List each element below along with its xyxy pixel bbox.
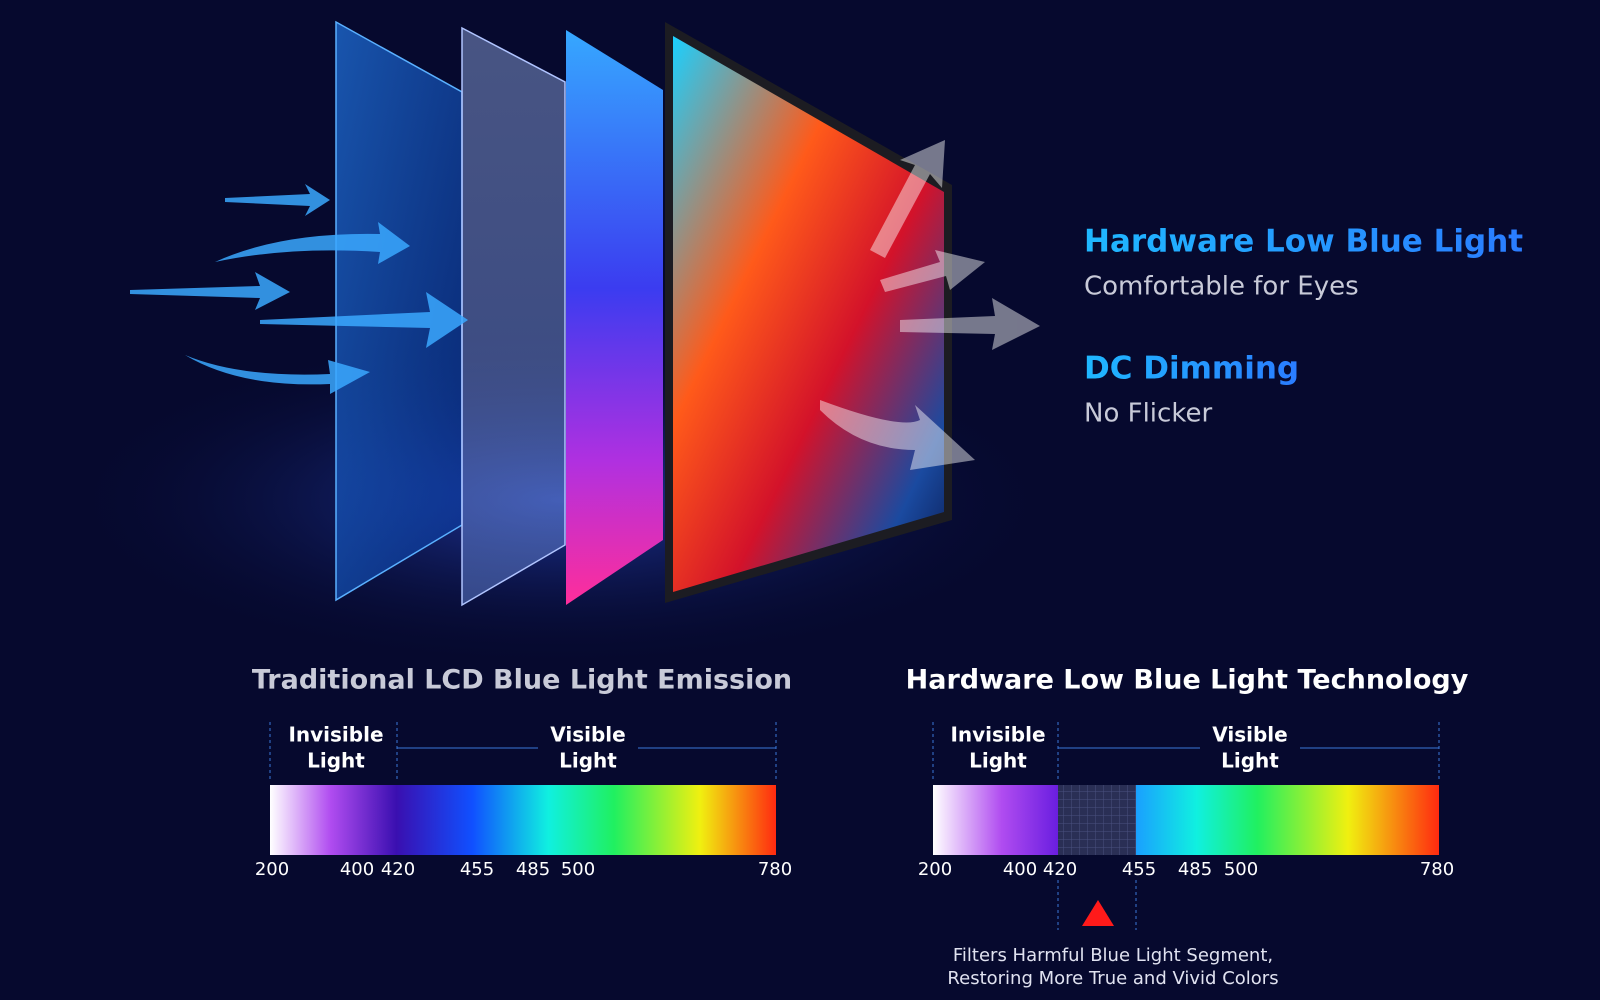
filter-marker bbox=[1082, 900, 1114, 926]
tick-label: 455 bbox=[1122, 859, 1156, 880]
tick-label: 400 bbox=[340, 859, 374, 880]
tick-label: 455 bbox=[460, 859, 494, 880]
tick-label: 485 bbox=[516, 859, 550, 880]
tick-label: 400 bbox=[1003, 859, 1037, 880]
feature-title: Hardware Low Blue Light bbox=[1084, 224, 1523, 260]
tick-label: 500 bbox=[1224, 859, 1258, 880]
feature-subtitle: Comfortable for Eyes bbox=[1084, 272, 1359, 302]
region-label: Visible bbox=[550, 723, 625, 747]
tick-label: 780 bbox=[758, 859, 792, 880]
region-label: Visible bbox=[1212, 723, 1287, 747]
filtered-segment bbox=[1058, 785, 1136, 855]
caption: Filters Harmful Blue Light Segment, bbox=[953, 945, 1273, 966]
illustration bbox=[60, 20, 1060, 670]
caption: Restoring More True and Vivid Colors bbox=[947, 968, 1278, 989]
tick-label: 780 bbox=[1420, 859, 1454, 880]
spectrum-bar bbox=[1136, 785, 1439, 855]
panel-title: Traditional LCD Blue Light Emission bbox=[252, 665, 792, 696]
region-label: Light bbox=[1221, 749, 1279, 773]
feature-subtitle: No Flicker bbox=[1084, 399, 1212, 429]
spectrum-panels: Traditional LCD Blue Light Emission Invis… bbox=[252, 665, 1469, 990]
region-label: Light bbox=[559, 749, 617, 773]
tick-label: 500 bbox=[561, 859, 595, 880]
feature-title: DC Dimming bbox=[1084, 351, 1299, 387]
tick-label: 200 bbox=[255, 859, 289, 880]
panel-title: Hardware Low Blue Light Technology bbox=[906, 665, 1469, 696]
spectrum-bar bbox=[270, 785, 776, 855]
region-label: Light bbox=[969, 749, 1027, 773]
region-label: Invisible bbox=[288, 723, 383, 747]
spectrum-bar bbox=[933, 785, 1058, 855]
tick-label: 420 bbox=[1043, 859, 1077, 880]
feature-list: Hardware Low Blue Light Comfortable for E… bbox=[1084, 224, 1523, 429]
tick-label: 485 bbox=[1178, 859, 1212, 880]
tick-label: 420 bbox=[381, 859, 415, 880]
tick-label: 200 bbox=[918, 859, 952, 880]
region-label: Light bbox=[307, 749, 365, 773]
region-label: Invisible bbox=[950, 723, 1045, 747]
